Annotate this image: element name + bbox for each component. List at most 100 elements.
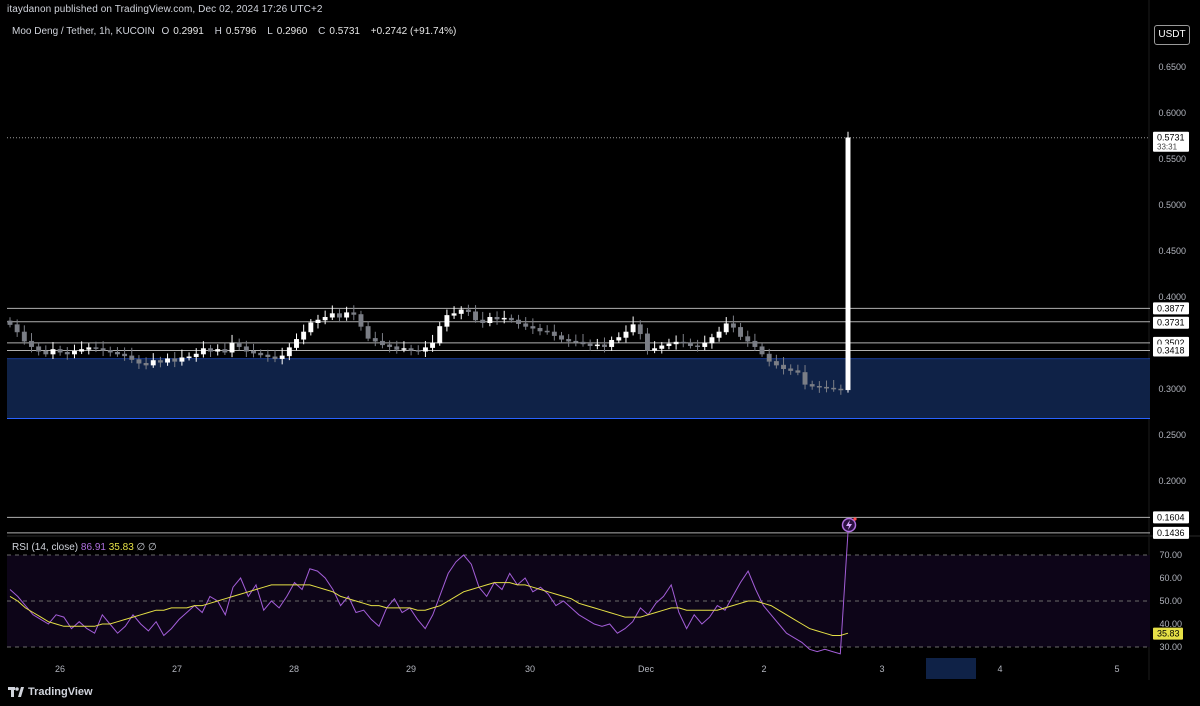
rsi-extra-1: ∅ [136,542,146,553]
candle [487,316,493,324]
low-label: L [267,26,273,37]
candle [337,313,342,318]
candle [451,313,457,316]
candle [458,309,464,314]
y-axis-tick: 0.4000 [1158,292,1186,302]
rsi-name[interactable]: RSI (14, close) [12,542,79,553]
y-axis-tick: 0.6500 [1158,62,1186,72]
candle [57,349,63,353]
ohlc-close: C 0.5731 [318,26,364,37]
rsi-ma-value: 35.83 [108,542,134,553]
candle [702,342,708,347]
candle [673,341,679,345]
price-badge-label: 0.3877 [1157,303,1185,313]
candle [666,343,672,347]
candle [129,355,135,360]
tradingview-logo-icon [8,687,24,697]
candle [107,350,113,353]
ohlc-high: H 0.5796 [215,26,261,37]
candle [430,342,436,348]
candle [122,353,128,357]
support-zone [7,358,1150,419]
candle [494,316,500,320]
candle [308,322,314,333]
candle [36,346,42,352]
candle [516,319,521,324]
candle [465,309,471,312]
candle [265,354,271,358]
candle [315,319,321,324]
open-label: O [161,26,170,37]
candle [79,349,85,352]
candle [286,347,292,357]
candle [809,384,815,387]
candle [29,340,34,347]
candle [172,358,178,362]
alert-dot-icon [853,517,857,521]
candle [544,330,550,333]
y-axis-tick: 0.4500 [1158,246,1186,256]
candle [358,314,364,327]
candle [573,340,579,343]
candle [208,348,213,352]
close-value: 0.5731 [329,26,360,37]
candle [351,312,357,315]
candle [730,323,736,328]
candle [802,372,808,385]
candle [501,317,507,320]
candle [587,343,593,347]
price-badge-label: 0.3502 [1157,338,1185,348]
y-axis-tick: 0.2000 [1158,476,1186,486]
candle [480,319,486,324]
candle [157,360,163,363]
candle [537,328,543,332]
rsi-axis-tick: 50.00 [1159,596,1182,606]
rsi-value-badge-label: 35.83 [1157,629,1180,639]
candle [723,323,729,333]
candle [14,324,20,333]
candle [566,339,572,342]
candle [752,340,758,347]
candle [21,331,27,342]
rsi-legend[interactable]: RSI (14, close) 86.91 35.83 ∅ ∅ [12,542,157,553]
candle [645,333,650,351]
ohlc-open: O 0.2991 [161,26,207,37]
footer-brand[interactable]: TradingView [8,686,93,698]
x-axis-tick: 29 [406,664,416,674]
candle [272,356,278,359]
candle [637,324,643,335]
candle [50,349,56,355]
price-badge-label: 0.1436 [1157,528,1185,538]
candle [329,313,335,318]
candle [437,326,443,344]
candle [551,331,557,336]
candle [136,359,142,364]
candle [236,342,242,347]
symbol-name[interactable]: Moo Deng / Tether, 1h, KUCOIN [12,26,155,37]
candle [788,368,794,371]
close-label: C [318,26,326,37]
candle [93,347,99,349]
candle [680,341,686,344]
price-badge [1153,526,1189,539]
candle [444,315,450,327]
y-axis-tick: 0.2500 [1158,430,1186,440]
rsi-value-badge [1153,627,1183,640]
candle [186,356,192,359]
candle [114,351,120,355]
candle [387,344,393,347]
x-axis-tick: 4 [997,664,1002,674]
low-value: 0.2960 [276,26,308,37]
candle [845,137,851,391]
x-axis-tick: 26 [55,664,65,674]
candle [64,351,70,355]
candle [759,346,765,355]
currency-button[interactable]: USDT [1154,25,1190,45]
candle [401,348,407,350]
candle [773,361,779,366]
candle [200,348,206,355]
candle [415,350,421,352]
